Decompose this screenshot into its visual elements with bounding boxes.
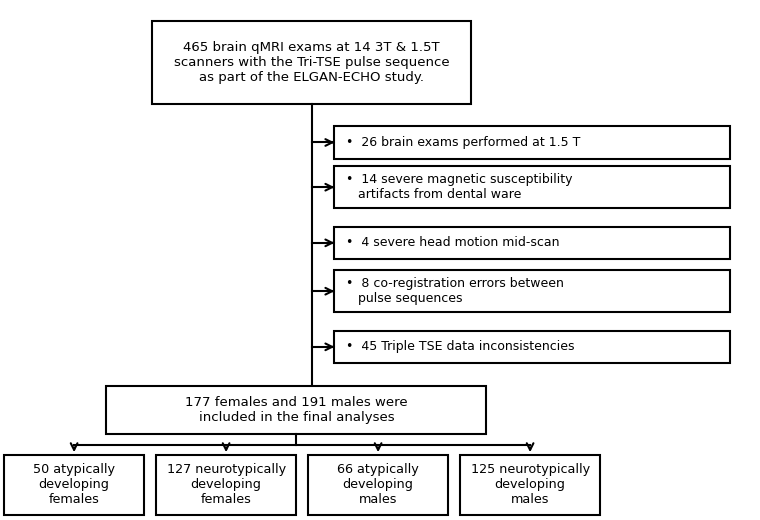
Text: •  26 brain exams performed at 1.5 T: • 26 brain exams performed at 1.5 T <box>346 136 580 149</box>
FancyBboxPatch shape <box>156 455 296 515</box>
FancyBboxPatch shape <box>106 386 486 434</box>
Text: •  45 Triple TSE data inconsistencies: • 45 Triple TSE data inconsistencies <box>346 341 575 354</box>
Text: 50 atypically
developing
females: 50 atypically developing females <box>33 463 115 506</box>
Text: 66 atypically
developing
males: 66 atypically developing males <box>337 463 419 506</box>
FancyBboxPatch shape <box>460 455 600 515</box>
Text: 465 brain qMRI exams at 14 3T & 1.5T
scanners with the Tri-TSE pulse sequence
as: 465 brain qMRI exams at 14 3T & 1.5T sca… <box>174 41 449 84</box>
Text: •  4 severe head motion mid-scan: • 4 severe head motion mid-scan <box>346 236 559 249</box>
FancyBboxPatch shape <box>334 166 730 208</box>
FancyBboxPatch shape <box>334 126 730 159</box>
Text: 127 neurotypically
developing
females: 127 neurotypically developing females <box>166 463 286 506</box>
FancyBboxPatch shape <box>308 455 448 515</box>
FancyBboxPatch shape <box>152 21 471 104</box>
FancyBboxPatch shape <box>334 331 730 363</box>
Text: •  8 co-registration errors between
   pulse sequences: • 8 co-registration errors between pulse… <box>346 277 564 305</box>
Text: 125 neurotypically
developing
males: 125 neurotypically developing males <box>470 463 590 506</box>
Text: •  14 severe magnetic susceptibility
   artifacts from dental ware: • 14 severe magnetic susceptibility arti… <box>346 173 572 201</box>
Text: 177 females and 191 males were
included in the final analyses: 177 females and 191 males were included … <box>185 396 407 424</box>
FancyBboxPatch shape <box>4 455 144 515</box>
FancyBboxPatch shape <box>334 270 730 312</box>
FancyBboxPatch shape <box>334 227 730 259</box>
